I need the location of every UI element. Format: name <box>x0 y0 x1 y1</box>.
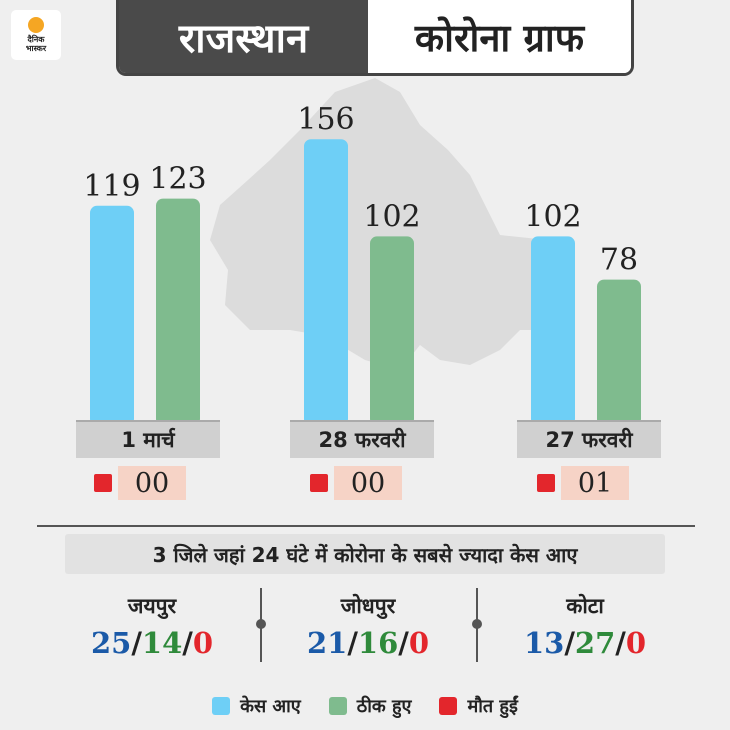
legend-swatch-cases <box>212 697 231 715</box>
bar-cases-2 <box>304 139 348 426</box>
district-kota: कोटा 13/27/0 <box>485 592 685 660</box>
district-name: जोधपुर <box>340 594 396 618</box>
legend-item-cases: केस आए <box>212 694 301 718</box>
logo-text-line2: भास्कर <box>25 44 47 53</box>
bar-value-label-cases-3: 102 <box>524 199 581 234</box>
district-jaipur: जयपुर 25/14/0 <box>52 592 252 660</box>
bar-value-label-recovered-2: 102 <box>363 199 420 234</box>
date-label-2: 28 फरवरी <box>318 428 406 452</box>
death-value-1: 00 <box>134 467 170 499</box>
date-label-3: 27 फरवरी <box>545 428 633 452</box>
death-square-icon-2 <box>310 474 328 492</box>
stat-separator: / <box>398 626 409 660</box>
death-value-2: 00 <box>350 467 386 499</box>
district-recovered: 27 <box>574 626 616 660</box>
district-stats: 25/14/0 <box>52 626 252 660</box>
district-stats: 13/27/0 <box>485 626 685 660</box>
district-jodhpur: जोधपुर 21/16/0 <box>268 592 468 660</box>
section-divider <box>37 525 695 527</box>
legend-swatch-recovered <box>328 697 347 715</box>
district-name: कोटा <box>566 594 604 618</box>
death-square-icon-3 <box>537 474 555 492</box>
district-deaths: 0 <box>408 626 430 660</box>
legend-item-deaths: मौत हुईं <box>439 694 518 718</box>
bar-value-label-recovered-3: 78 <box>600 243 638 278</box>
legend-label-cases: केस आए <box>240 696 301 717</box>
bar-cases-1 <box>90 205 134 426</box>
bar-value-label-recovered-1: 123 <box>149 162 206 197</box>
district-deaths: 0 <box>625 626 647 660</box>
legend-label-deaths: मौत हुईं <box>467 696 518 717</box>
district-cases: 25 <box>90 626 132 660</box>
district-deaths: 0 <box>192 626 214 660</box>
death-value-3: 01 <box>577 467 613 499</box>
districts-heading: 3 जिले जहां 24 घंटे में कोरोना के सबसे ज… <box>65 534 665 574</box>
legend-label-recovered: ठीक हुए <box>356 696 412 717</box>
district-cases: 21 <box>306 626 348 660</box>
date-label-1: 1 मार्च <box>121 428 175 452</box>
districts-heading-text: 3 जिले जहां 24 घंटे में कोरोना के सबसे ज… <box>152 542 578 567</box>
bar-value-label-cases-1: 119 <box>83 169 140 204</box>
death-box-2: 00 <box>334 466 402 500</box>
dainik-bhaskar-logo: दैनिक भास्कर <box>11 10 61 60</box>
bar-value-label-cases-2: 156 <box>297 102 354 137</box>
date-box-3: 27 फरवरी <box>517 420 661 458</box>
logo-text-line1: दैनिक <box>27 35 45 44</box>
stat-separator: / <box>131 626 142 660</box>
bar-recovered-1 <box>156 198 200 426</box>
stat-separator: / <box>564 626 575 660</box>
district-separator-dot-2 <box>472 619 482 629</box>
date-box-1: 1 मार्च <box>76 420 220 458</box>
stat-separator: / <box>347 626 358 660</box>
chart-legend: केस आए ठीक हुए मौत हुईं <box>0 694 730 718</box>
district-name: जयपुर <box>127 594 177 618</box>
page-title: राजस्थान कोरोना ग्राफ <box>116 0 634 76</box>
district-cases: 13 <box>523 626 565 660</box>
death-box-3: 01 <box>561 466 629 500</box>
stat-separator: / <box>182 626 193 660</box>
legend-item-recovered: ठीक हुए <box>328 694 412 718</box>
date-box-2: 28 फरवरी <box>290 420 434 458</box>
district-stats: 21/16/0 <box>268 626 468 660</box>
district-recovered: 16 <box>357 626 399 660</box>
district-recovered: 14 <box>141 626 183 660</box>
title-corona-graph: कोरोना ग्राफ <box>368 0 631 73</box>
legend-swatch-deaths <box>439 697 458 715</box>
bar-recovered-2 <box>370 236 414 426</box>
title-rajasthan: राजस्थान <box>119 0 368 73</box>
stat-separator: / <box>615 626 626 660</box>
death-box-1: 00 <box>118 466 186 500</box>
district-separator-dot-1 <box>256 619 266 629</box>
bar-recovered-3 <box>597 279 641 426</box>
death-square-icon-1 <box>94 474 112 492</box>
sun-icon <box>28 17 44 33</box>
bar-cases-3 <box>531 236 575 426</box>
